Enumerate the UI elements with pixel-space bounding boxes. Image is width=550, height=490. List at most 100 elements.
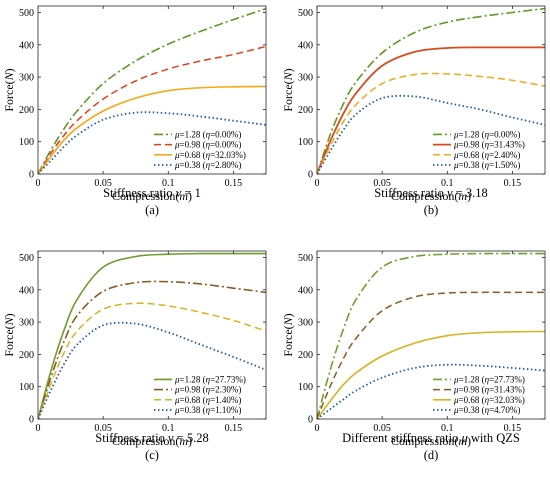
legend-entry: μ=1.28 (η=27.73%) — [174, 374, 246, 384]
legend-entry: μ=0.98 (η=31.43%) — [453, 385, 525, 395]
chart-panel: 0 0.05 0.1 0.15 0 100 200 300 400 500 Compression(… — [2, 250, 267, 462]
x-tick-label: 0.15 — [504, 178, 522, 189]
y-tick-label: 300 — [19, 73, 34, 84]
y-tick-label: 300 — [19, 318, 34, 329]
y-tick-label: 300 — [298, 73, 313, 84]
y-tick-label: 200 — [19, 105, 34, 116]
panel-caption: Stiffness ratio ν = 3.18 — [374, 186, 487, 200]
y-tick-label: 500 — [298, 8, 313, 19]
legend-entry: μ=0.38 (η=1.10%) — [174, 405, 241, 415]
y-axis-label: Force(N) — [281, 313, 295, 356]
series-line — [38, 111, 266, 174]
y-tick-label: 400 — [19, 40, 34, 51]
x-tick-label: 0 — [36, 423, 41, 434]
series-line — [317, 7, 545, 174]
chart-panel: 0 0.05 0.1 0.15 0 100 200 300 400 500 Compression(… — [281, 5, 546, 217]
x-tick-label: 0 — [315, 178, 320, 189]
series-line — [317, 46, 545, 174]
legend: μ=1.28 (η=0.00%)μ=0.98 (η=0.00%)μ=0.68 (… — [154, 129, 246, 170]
series-line — [38, 302, 266, 419]
legend-entry: μ=0.98 (η=0.00%) — [174, 140, 241, 150]
panel-tag: (c) — [145, 448, 159, 462]
axes-box — [37, 250, 267, 420]
x-tick-label: 0.1 — [441, 178, 454, 189]
y-tick-label: 400 — [298, 40, 313, 51]
x-axis-label: Compression(m) — [112, 434, 192, 448]
legend-entry: μ=1.28 (η=0.00%) — [453, 129, 520, 139]
y-tick-label: 200 — [19, 350, 34, 361]
legend-entry: μ=0.38 (η=1.50%) — [453, 160, 520, 170]
x-tick-label: 0.05 — [373, 178, 391, 189]
y-tick-label: 100 — [19, 137, 34, 148]
y-tick-label: 300 — [298, 318, 313, 329]
legend-entry: μ=0.98 (η=2.30%) — [174, 385, 241, 395]
legend-entry: μ=0.68 (η=1.40%) — [174, 395, 241, 405]
series-line — [317, 363, 545, 419]
x-tick-label: 0.1 — [441, 423, 454, 434]
legend-entry: μ=1.28 (η=0.00%) — [174, 129, 241, 139]
legend-entry: μ=0.68 (η=2.40%) — [453, 150, 520, 160]
series-line — [38, 321, 266, 419]
y-tick-label: 0 — [308, 170, 313, 181]
y-axis-label: Force(N) — [2, 313, 16, 356]
axes-box — [316, 250, 546, 420]
plot-area — [317, 251, 545, 419]
plot-area — [38, 251, 266, 419]
series-line — [38, 45, 266, 174]
series-line — [38, 85, 266, 174]
x-tick-label: 0 — [315, 423, 320, 434]
x-tick-label: 0.05 — [373, 423, 391, 434]
y-tick-label: 400 — [19, 285, 34, 296]
chart-panel: 0 0.05 0.1 0.15 0 100 200 300 400 500 Compression(… — [281, 250, 546, 462]
y-tick-label: 100 — [19, 382, 34, 393]
y-tick-label: 100 — [298, 382, 313, 393]
x-tick-label: 0.15 — [504, 423, 522, 434]
legend: μ=1.28 (η=0.00%)μ=0.98 (η=31.43%)μ=0.68 … — [433, 129, 525, 170]
x-tick-label: 0.15 — [225, 178, 243, 189]
legend: μ=1.28 (η=27.73%)μ=0.98 (η=31.43%)μ=0.68… — [433, 374, 525, 415]
panel-tag: (b) — [424, 203, 439, 217]
y-tick-label: 400 — [298, 285, 313, 296]
plot-area — [317, 6, 545, 174]
x-tick-label: 0.05 — [94, 423, 112, 434]
series-line — [317, 72, 545, 174]
x-axis-label: Compression(m) — [391, 434, 471, 448]
legend-entry: μ=0.98 (η=31.43%) — [453, 140, 525, 150]
x-tick-label: 0.1 — [162, 178, 175, 189]
chart-panel: 0 0.05 0.1 0.15 0 100 200 300 400 500 Compression(… — [2, 5, 267, 217]
series-line — [317, 252, 545, 419]
axes-box — [316, 5, 546, 175]
plot-area — [38, 6, 266, 174]
y-tick-label: 500 — [19, 8, 34, 19]
series-line — [38, 280, 266, 419]
y-tick-label: 500 — [19, 253, 34, 264]
series-line — [317, 291, 545, 419]
legend-entry: μ=0.68 (η=32.03%) — [453, 395, 525, 405]
panel-tag: (d) — [424, 448, 439, 462]
x-tick-label: 0.05 — [94, 178, 112, 189]
series-line — [317, 330, 545, 419]
legend-entry: μ=1.28 (η=27.73%) — [453, 374, 525, 384]
series-line — [38, 7, 266, 174]
y-tick-label: 200 — [298, 350, 313, 361]
legend-entry: μ=0.38 (η=2.80%) — [174, 160, 241, 170]
panel-caption: Stiffness ratio ν = 5.28 — [95, 431, 208, 445]
axes-box — [37, 5, 267, 175]
series-line — [38, 252, 266, 419]
x-axis-label: Compression(m) — [112, 189, 192, 203]
x-tick-label: 0.15 — [225, 423, 243, 434]
y-tick-label: 0 — [29, 415, 34, 426]
y-tick-label: 200 — [298, 105, 313, 116]
panel-caption: Different stiffness ratio μ with QZS — [342, 431, 520, 445]
x-tick-label: 0 — [36, 178, 41, 189]
y-tick-label: 0 — [308, 415, 313, 426]
panel-caption: Stiffness ratio ν = 1 — [103, 186, 201, 200]
y-tick-label: 0 — [29, 170, 34, 181]
x-tick-label: 0.1 — [162, 423, 175, 434]
y-axis-label: Force(N) — [281, 68, 295, 111]
x-axis-label: Compression(m) — [391, 189, 471, 203]
panel-tag: (a) — [145, 203, 159, 217]
legend: μ=1.28 (η=27.73%)μ=0.98 (η=2.30%)μ=0.68 … — [154, 374, 246, 415]
y-tick-label: 500 — [298, 253, 313, 264]
